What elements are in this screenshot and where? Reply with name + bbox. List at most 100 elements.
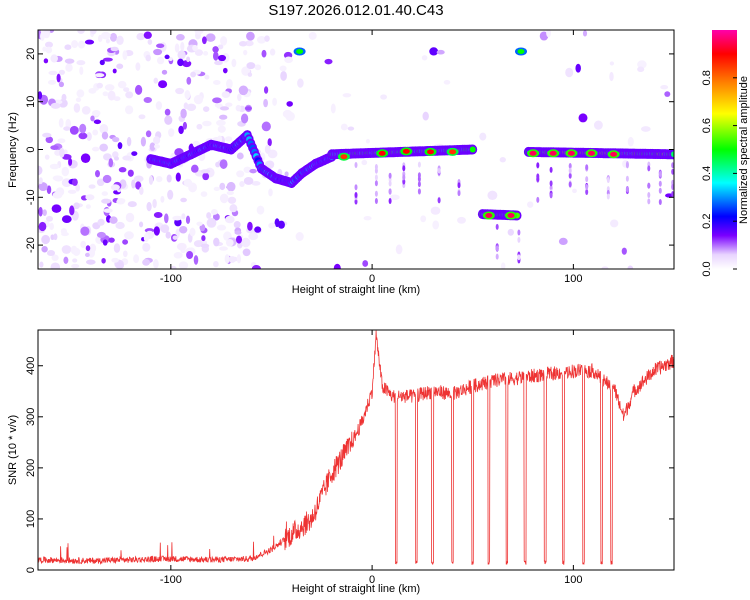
noise-speckle (80, 153, 91, 164)
noise-speckle (156, 43, 165, 49)
snr-x-label: Height of straight line (km) (292, 583, 420, 595)
noise-speckle (38, 177, 43, 185)
noise-speckle (443, 79, 451, 85)
noise-streak (585, 184, 589, 190)
snr-series-line (38, 330, 674, 566)
noise-speckle (200, 169, 211, 174)
noise-speckle (235, 235, 243, 244)
noise-speckle (261, 49, 267, 58)
noise-speckle (212, 97, 222, 104)
noise-speckle (139, 186, 144, 196)
noise-speckle (234, 230, 242, 235)
noise-speckle (226, 190, 234, 196)
spectrogram-y-tick-label: 20 (25, 48, 37, 60)
noise-speckle (38, 206, 43, 217)
noise-streak (568, 163, 572, 169)
noise-speckle (572, 188, 577, 194)
noise-speckle (51, 254, 59, 261)
snr-y-tick-label: 200 (25, 459, 37, 477)
colorbar-tick-label: 0.4 (701, 166, 713, 181)
noise-speckle (160, 195, 165, 203)
noise-speckle (112, 68, 117, 74)
noise-speckle (264, 160, 275, 169)
noise-speckle (165, 231, 171, 239)
noise-streak (517, 236, 521, 243)
noise-speckle (593, 120, 603, 130)
noise-speckle (212, 51, 219, 61)
snr-x-tick-label: -100 (160, 574, 182, 586)
noise-speckle (124, 105, 134, 115)
noise-speckle (213, 80, 221, 85)
noise-speckle (225, 239, 234, 247)
noise-speckle (362, 260, 369, 267)
noise-speckle (182, 121, 187, 130)
noise-speckle (116, 35, 124, 45)
noise-speckle (363, 216, 372, 221)
noise-speckle (637, 60, 647, 69)
noise-speckle (241, 237, 251, 248)
noise-speckle (47, 79, 57, 85)
noise-speckle (84, 39, 95, 45)
noise-speckle (140, 136, 146, 147)
noise-speckle (75, 183, 81, 192)
noise-speckle (79, 66, 84, 76)
noise-speckle (86, 259, 96, 265)
noise-speckle (104, 84, 115, 91)
noise-speckle (61, 166, 70, 177)
noise-speckle (205, 33, 216, 42)
noise-speckle (196, 123, 203, 130)
noise-speckle (237, 93, 242, 102)
noise-speckle (142, 242, 151, 252)
noise-speckle (213, 237, 220, 247)
noise-speckle (75, 97, 82, 103)
spectrogram-y-tick-label: -20 (25, 237, 37, 253)
noise-streak (417, 161, 421, 168)
noise-speckle (131, 179, 136, 189)
spectrogram-x-tick-label: 0 (369, 273, 375, 285)
noise-streak (536, 173, 540, 180)
noise-speckle (45, 215, 54, 222)
noise-speckle (76, 89, 85, 98)
noise-speckle (200, 191, 208, 197)
noise-speckle (92, 129, 99, 136)
noise-speckle (96, 231, 106, 239)
colorbar-tick-label: 0.0 (701, 261, 713, 276)
noise-speckle (136, 32, 146, 41)
noise-speckle (143, 96, 153, 104)
noise-speckle (180, 197, 187, 203)
noise-speckle (50, 145, 59, 151)
noise-speckle (153, 259, 159, 269)
noise-speckle (216, 224, 227, 231)
noise-streak (437, 197, 441, 204)
noise-speckle (166, 174, 172, 183)
noise-speckle (249, 168, 257, 174)
noise-speckle (147, 39, 153, 45)
noise-speckle (149, 142, 156, 152)
noise-speckle (97, 218, 105, 226)
noise-speckle (153, 211, 163, 219)
noise-speckle (565, 67, 574, 78)
snr-y-tick-label: 300 (25, 408, 37, 426)
noise-speckle (219, 106, 230, 111)
noise-speckle (507, 228, 514, 236)
noise-speckle (153, 226, 160, 236)
noise-speckle (242, 248, 251, 257)
noise-speckle (102, 91, 109, 97)
noise-speckle (139, 221, 144, 228)
noise-speckle (244, 106, 252, 111)
noise-speckle (156, 175, 163, 183)
noise-speckle (295, 232, 304, 241)
snr-x-tick-label: 0 (369, 574, 375, 586)
noise-speckle (164, 213, 169, 224)
noise-speckle (243, 166, 252, 174)
noise-speckle (153, 77, 159, 84)
noise-speckle (267, 138, 272, 147)
noise-speckle (201, 235, 206, 242)
noise-speckle (105, 38, 110, 44)
noise-speckle (190, 164, 199, 173)
noise-speckle (57, 138, 66, 144)
noise-speckle (91, 146, 100, 152)
noise-speckle (131, 151, 138, 156)
noise-speckle (172, 235, 178, 240)
noise-speckle (578, 113, 588, 123)
